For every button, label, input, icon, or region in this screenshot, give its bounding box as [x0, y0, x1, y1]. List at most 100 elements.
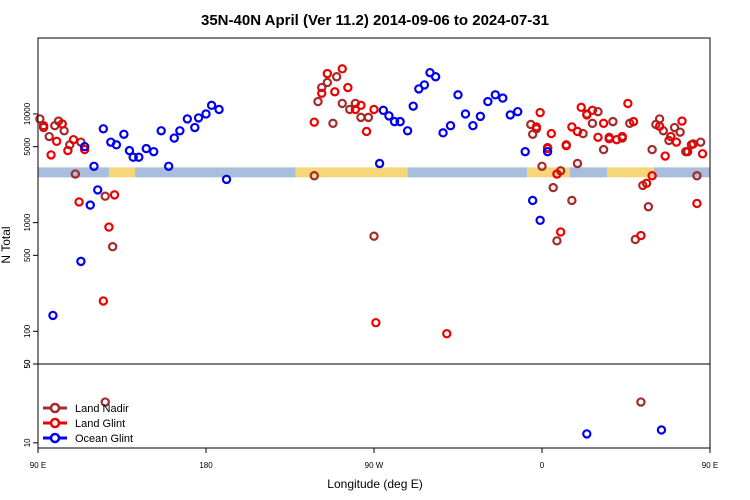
ocean-glint-point: [124, 145, 135, 156]
legend: Land Nadir Land Glint Ocean Glint: [43, 402, 133, 445]
land-glint-point: [682, 146, 693, 157]
land-glint-point: [98, 296, 109, 306]
y-tick-label: 500: [23, 248, 32, 262]
ocean-glint-point: [430, 72, 441, 82]
land-glint-point: [535, 107, 545, 118]
land-glint-point: [369, 104, 379, 115]
land-nadir-point: [100, 397, 110, 407]
land-glint-point: [576, 102, 586, 113]
legend-label: Ocean Glint: [75, 433, 133, 445]
ocean-glint-point: [111, 140, 122, 150]
land-glint-point: [68, 134, 79, 145]
ocean-glint-point: [453, 90, 463, 100]
land-nadir-point: [309, 171, 319, 181]
land-glint-point: [63, 145, 73, 156]
ocean-glint-point: [48, 310, 58, 321]
land-nadir-point: [35, 114, 45, 124]
surface-type-band: [38, 167, 710, 178]
ocean-glint-point: [483, 96, 493, 107]
ocean-glint-point: [134, 152, 144, 162]
ocean-glint-point: [438, 128, 448, 138]
land-glint-point: [697, 149, 708, 159]
land-glint-point: [666, 131, 676, 142]
x-tick-label: 90 E: [702, 461, 718, 470]
land-glint-point: [343, 82, 353, 93]
ocean-glint-point: [193, 113, 204, 123]
land-nadir-point: [356, 112, 366, 123]
land-glint-point: [74, 197, 84, 207]
land-nadir-point: [647, 144, 657, 155]
ocean-glint-point: [378, 105, 389, 116]
land-nadir-point: [643, 202, 654, 212]
land-nadir-point: [322, 77, 333, 88]
y-tick-label: 5000: [23, 137, 32, 155]
band-segment-land: [607, 167, 654, 178]
ocean-glint-point: [85, 200, 95, 210]
land-glint-point: [582, 110, 592, 120]
land-glint-point: [361, 126, 372, 137]
ocean-glint-point: [389, 116, 400, 127]
ocean-glint-point: [419, 80, 430, 90]
land-nadir-point: [313, 96, 323, 107]
land-glint-point: [531, 122, 542, 132]
land-glint-point: [671, 137, 682, 147]
ocean-glint-point: [468, 120, 478, 131]
land-nadir-point: [692, 171, 702, 181]
land-glint-point: [623, 98, 633, 109]
land-nadir-point: [548, 182, 558, 193]
band-segment-land: [108, 167, 136, 178]
land-nadir-point: [345, 104, 355, 115]
land-nadir-point: [328, 118, 338, 129]
land-nadir-point: [44, 131, 54, 142]
y-tick-label: 10000: [23, 102, 32, 125]
ocean-glint-point: [128, 152, 138, 162]
land-glint-point: [677, 116, 687, 126]
land-glint-point: [46, 150, 56, 160]
band-segment-land: [295, 167, 408, 178]
ocean-glint-point: [201, 109, 211, 119]
land-glint-point: [593, 132, 603, 142]
x-axis-label: Longitude (deg E): [327, 477, 422, 491]
ocean-glint-point: [175, 126, 185, 136]
ocean-glint-point: [490, 90, 501, 100]
land-glint-point: [647, 171, 657, 181]
legend-label: Land Nadir: [75, 403, 129, 415]
y-axis-label: N Total: [0, 226, 13, 263]
ocean-glint-point: [93, 185, 103, 195]
y-tick-label: 50: [23, 359, 32, 368]
land-glint-point: [38, 120, 49, 131]
ocean-glint-point: [89, 161, 99, 171]
land-nadir-point: [567, 195, 577, 206]
land-nadir-point: [70, 169, 81, 179]
ocean-glint-point: [221, 174, 232, 185]
land-nadir-point: [337, 98, 347, 109]
land-glint-point: [356, 100, 366, 111]
ocean-glint-point: [513, 106, 523, 117]
ocean-glint-point: [206, 100, 217, 111]
ocean-glint-point: [156, 126, 166, 136]
legend-marker: [49, 432, 61, 444]
land-nadir-point: [598, 144, 609, 155]
ocean-glint-point: [76, 256, 86, 267]
land-nadir-point: [695, 137, 706, 147]
land-nadir-point: [587, 118, 598, 129]
ocean-glint-point: [505, 110, 515, 120]
land-glint-point: [636, 230, 646, 241]
land-glint-point: [51, 136, 62, 147]
land-nadir-point: [363, 112, 374, 123]
y-tick-label: 50: [23, 359, 32, 368]
land-glint-point: [309, 117, 319, 127]
band-segment-ocean: [38, 167, 109, 178]
land-glint-point: [546, 128, 557, 139]
ocean-glint-point: [119, 129, 129, 139]
ocean-glint-point: [656, 425, 667, 435]
land-glint-point: [337, 64, 347, 74]
x-tick-label: 90 W: [365, 461, 384, 470]
band-segment-ocean: [407, 167, 528, 178]
land-glint-point: [57, 119, 67, 129]
lower-panel-frame: [37, 363, 711, 449]
land-glint-point: [542, 143, 553, 154]
data-points: [35, 64, 708, 439]
land-glint-point: [617, 131, 627, 142]
upper-panel-frame: [37, 37, 711, 365]
